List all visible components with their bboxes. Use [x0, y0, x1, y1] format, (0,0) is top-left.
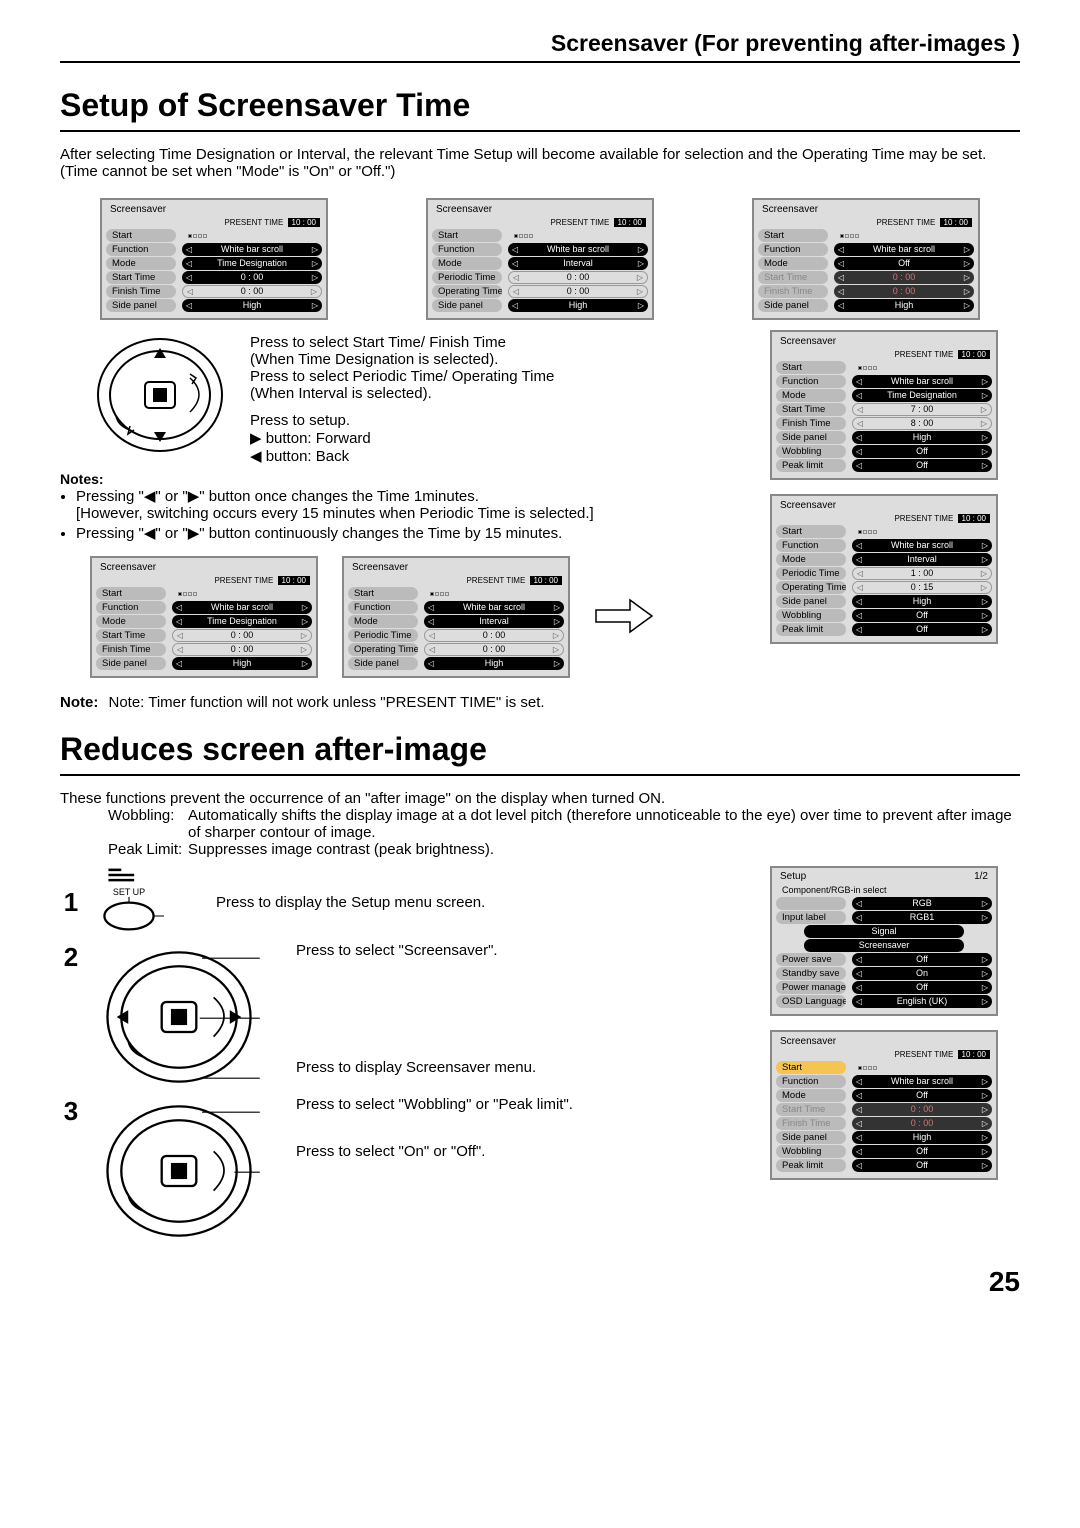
step3a-text: Press to select "Wobbling" or "Peak limi…: [296, 1096, 573, 1113]
peak-text: Suppresses image contrast (peak brightne…: [188, 841, 1020, 858]
section1-title: Setup of Screensaver Time: [60, 87, 1020, 132]
peak-label: Peak Limit:: [108, 841, 188, 858]
step1-text: Press to display the Setup menu screen.: [176, 894, 485, 911]
remote-navpad: [94, 942, 264, 1092]
arrow-icon: [594, 596, 654, 636]
remote-navpad: [90, 330, 230, 460]
menu-lines-icon: [101, 866, 157, 884]
setup-label: SET UP: [94, 887, 164, 897]
step-number: 1: [60, 887, 82, 918]
note-text: Pressing "◀" or "▶" button continuously …: [76, 524, 654, 542]
step2-text: Press to select "Screensaver".: [296, 942, 536, 959]
page-header: Screensaver (For preventing after-images…: [60, 30, 1020, 63]
note-text: Pressing "◀" or "▶" button once changes …: [76, 488, 479, 505]
remote-navpad: [94, 1096, 264, 1246]
instr-line: (When Time Designation is selected).: [250, 351, 654, 368]
setup-button-icon: [94, 897, 164, 935]
osd-c: ScreensaverPRESENT TIME 10 : 00StartFunc…: [752, 198, 980, 320]
reduce-intro: These functions prevent the occurrence o…: [60, 790, 1020, 807]
wobbling-text: Automatically shifts the display image a…: [188, 807, 1020, 841]
instr-line: ▶ button: Forward: [250, 429, 654, 447]
instr-line: ◀ button: Back: [250, 447, 654, 465]
intro-text: After selecting Time Designation or Inte…: [60, 146, 1020, 180]
osd-e: ScreensaverPRESENT TIME 10 : 00StartFunc…: [342, 556, 570, 678]
note-text: [However, switching occurs every 15 minu…: [76, 505, 594, 522]
section2-title: Reduces screen after-image: [60, 731, 1020, 776]
osd-g: ScreensaverPRESENT TIME 10 : 00StartFunc…: [770, 494, 998, 644]
osd-h: ScreensaverPRESENT TIME 10 : 00StartFunc…: [770, 1030, 998, 1180]
instr-line: (When Interval is selected).: [250, 385, 654, 402]
osd-a: ScreensaverPRESENT TIME 10 : 00StartFunc…: [100, 198, 328, 320]
instr-line: Press to setup.: [250, 412, 654, 429]
step-number: 2: [60, 942, 82, 973]
instr-line: Press to select Periodic Time/ Operating…: [250, 368, 654, 385]
notes-heading: Notes:: [60, 471, 654, 487]
step2b-text: Press to display Screensaver menu.: [296, 1059, 536, 1076]
osd-d: ScreensaverPRESENT TIME 10 : 00StartFunc…: [90, 556, 318, 678]
page-number: 25: [60, 1266, 1020, 1298]
notes-list: Pressing "◀" or "▶" button once changes …: [76, 487, 654, 542]
wobbling-label: Wobbling:: [108, 807, 188, 841]
step-number: 3: [60, 1096, 82, 1127]
osd-row-top: ScreensaverPRESENT TIME 10 : 00StartFunc…: [60, 198, 1020, 320]
note-timer: Note: Timer function will not work unles…: [65, 694, 545, 711]
osd-b: ScreensaverPRESENT TIME 10 : 00StartFunc…: [426, 198, 654, 320]
instruction-block: Press to select Start Time/ Finish Time …: [250, 330, 654, 465]
osd-f: ScreensaverPRESENT TIME 10 : 00StartFunc…: [770, 330, 998, 480]
setup-menu: Setup1/2Component/RGB-in select◁RGB▷Inpu…: [770, 866, 998, 1016]
step3b-text: Press to select "On" or "Off".: [296, 1143, 573, 1160]
instr-line: Press to select Start Time/ Finish Time: [250, 334, 654, 351]
